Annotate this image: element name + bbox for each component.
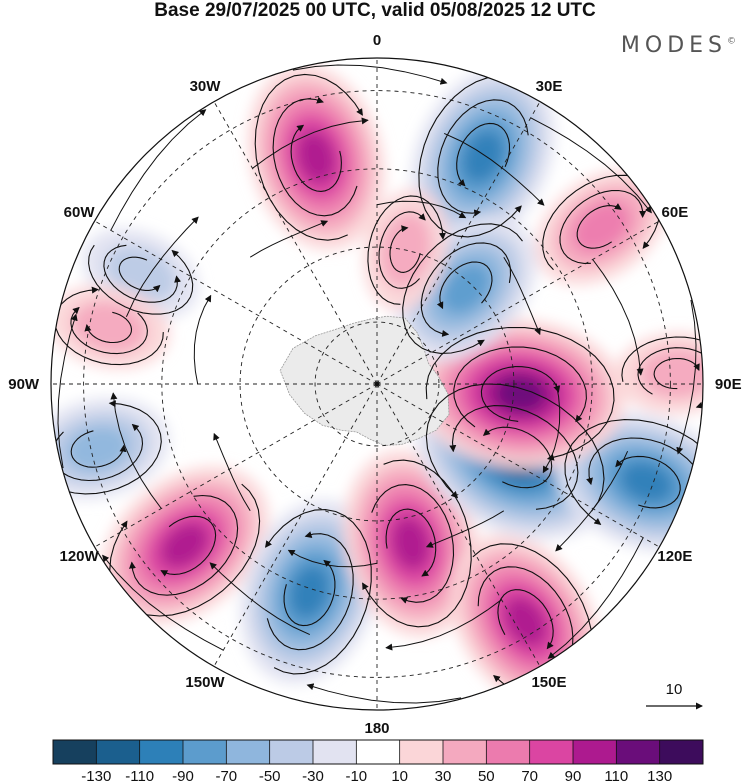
positive-anomaly-center [51, 284, 170, 370]
colorbar-tick-label: 50 [478, 768, 495, 783]
colorbar-swatch [226, 740, 270, 764]
colorbar-swatch [183, 740, 227, 764]
colorbar-tick-label: 90 [565, 768, 582, 783]
longitude-label: 60E [662, 204, 689, 221]
longitude-label: 90E [715, 376, 742, 393]
graticule [51, 58, 703, 710]
colorbar-tick-label: -110 [125, 768, 154, 783]
positive-anomaly-center [100, 466, 269, 625]
copyright-mark: © [727, 36, 736, 47]
colorbar-swatch [486, 740, 530, 764]
colorbar-swatch [139, 740, 184, 764]
colorbar-tick-label: -30 [302, 768, 324, 783]
colorbar-swatch [96, 740, 140, 764]
colorbar-tick-label: 130 [647, 768, 672, 783]
colorbar-swatch [399, 740, 444, 764]
colorbar-swatch [269, 740, 314, 764]
map-border [50, 57, 704, 711]
colorbar-tick-label: 70 [521, 768, 538, 783]
brand-name: MODES [620, 33, 727, 58]
longitude-label: 0 [373, 32, 381, 49]
colorbar-swatch [356, 740, 400, 764]
colorbar-tick-label: -10 [345, 768, 367, 783]
colorbar-tick-label: -70 [215, 768, 237, 783]
anomaly-field [51, 64, 703, 710]
positive-anomaly-center [414, 319, 626, 469]
colorbar-swatch [573, 740, 617, 764]
map-title: Base 29/07/2025 00 UTC, valid 05/08/2025… [154, 0, 596, 21]
longitude-label: 30E [536, 78, 563, 95]
reference-vector-label: 10 [666, 681, 683, 698]
colorbar-swatch [313, 740, 357, 764]
colorbar-tick-label: 110 [604, 768, 628, 783]
colorbar-swatch [616, 740, 660, 764]
longitude-label: 120E [657, 548, 692, 565]
colorbar-tick-label: 10 [391, 768, 408, 783]
longitude-label: 30W [190, 78, 222, 95]
colorbar-tick-label: -50 [259, 768, 281, 783]
longitude-label: 150W [185, 674, 225, 691]
colorbar-swatch [443, 740, 487, 764]
colorbar-tick-label: -90 [172, 768, 194, 783]
colorbar-swatch [659, 740, 704, 764]
colorbar-tick-label: 30 [435, 768, 452, 783]
reference-vector: 10 [646, 681, 703, 710]
longitude-label: 120W [60, 548, 100, 565]
longitude-label: 60W [64, 204, 96, 221]
longitude-label: 180 [364, 720, 389, 737]
colorbar-tick-label: -130 [81, 768, 111, 783]
longitude-labels: 0 30E 60E 90E 120E 150E 180 150W 120W 90W 60W 30W [8, 32, 741, 737]
longitude-label: 90W [8, 376, 40, 393]
brand-logo: MODES© [621, 33, 736, 58]
colorbar: -130 -110 -90 -70 -50 -30 -10 10 30 50 70 90 110 130 [52, 739, 704, 783]
colorbar-swatch [53, 740, 97, 764]
colorbar-swatch [529, 740, 574, 764]
longitude-label: 150E [531, 674, 566, 691]
